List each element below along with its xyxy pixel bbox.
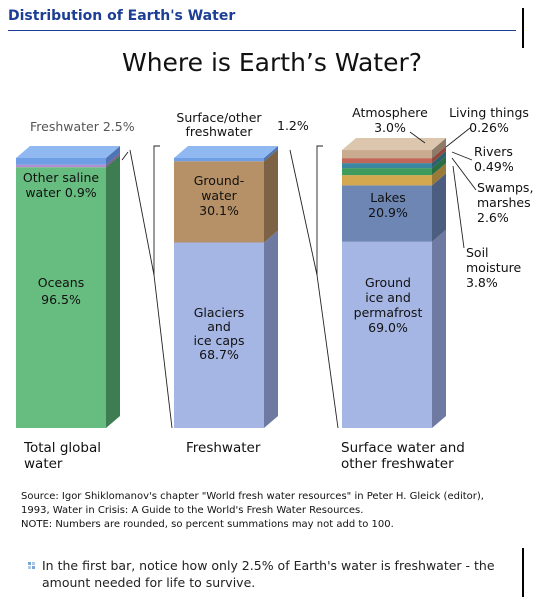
- segment-side-glaciers-and-ice-caps: [264, 230, 278, 428]
- label-surface-other: Surface/other freshwater: [176, 110, 262, 139]
- source-citation: Source: Igor Shiklomanov's chapter "Worl…: [21, 490, 521, 532]
- segment-groundwater: [174, 161, 264, 243]
- label-oceans: Oceans 96.5%: [38, 275, 85, 307]
- label-freshwater-2-5: Freshwater 2.5%: [30, 119, 135, 134]
- bracket-freshwater: [153, 145, 173, 429]
- label-ground-ice: Ground ice and permafrost 69.0%: [354, 275, 423, 335]
- bullet-square-3: [28, 566, 31, 569]
- segment-swamps-marshes: [342, 168, 432, 176]
- right-border-line-top: [522, 8, 524, 48]
- bullet-square-1: [28, 562, 31, 565]
- segment-side-groundwater: [264, 149, 278, 243]
- bar-total-global-water: [16, 146, 120, 428]
- segment-ground-ice-and-permafrost: [342, 241, 432, 428]
- segment-side-surface-other-freshwater: [264, 146, 278, 162]
- header-divider: [8, 30, 516, 31]
- bar-top-surface-other-freshwater: [174, 146, 278, 158]
- category-label-total-global-water: Total global water: [23, 440, 101, 472]
- chart-title: Where is Earth’s Water?: [121, 48, 423, 77]
- bar-surface-water-and-other-freshwater: [342, 138, 446, 428]
- segment-glaciers-and-ice-caps: [174, 242, 264, 428]
- segment-atmosphere: [342, 150, 432, 159]
- label-atmosphere: Atmosphere 3.0%: [352, 105, 428, 135]
- bullet-square-2: [32, 562, 35, 565]
- segment-freshwater: [16, 158, 106, 165]
- note-text: In the first bar, notice how only 2.5% o…: [42, 558, 495, 590]
- label-soil-moisture: Soil moisture 3.8%: [466, 245, 521, 290]
- explanation-note: In the first bar, notice how only 2.5% o…: [28, 557, 518, 591]
- label-glaciers: Glaciers and ice caps 68.7%: [194, 305, 245, 362]
- segment-other-saline-water: [16, 164, 106, 168]
- segment-side-other-saline-water: [106, 152, 120, 168]
- source-note: NOTE: Numbers are rounded, so percent su…: [21, 519, 394, 530]
- label-swamps: Swamps, marshes 2.6%: [477, 180, 533, 225]
- bar-top-atmosphere: [342, 138, 446, 151]
- bars-layer: [16, 138, 446, 428]
- bullet-square-4: [32, 566, 35, 569]
- connector-bar1-to-bar2: [129, 149, 155, 276]
- leader-swamps: [451, 157, 477, 191]
- page-header: Distribution of Earth's Water: [8, 8, 236, 24]
- right-border-line-bottom: [522, 548, 524, 597]
- bullet-icon: [28, 562, 35, 569]
- bar-freshwater: [174, 146, 278, 428]
- leader-living-things: [445, 127, 471, 148]
- label-surface-other-pct: 1.2%: [277, 118, 309, 133]
- segment-side-oceans: [106, 155, 120, 428]
- category-label-freshwater: Freshwater: [186, 440, 261, 456]
- segment-rivers: [342, 163, 432, 169]
- segment-side-living-things: [432, 146, 446, 164]
- segment-living-things: [342, 158, 432, 164]
- segment-side-freshwater: [106, 146, 120, 165]
- segment-soil-moisture: [342, 175, 432, 186]
- source-line-2: 1993, Water in Crisis: A Guide to the Wo…: [21, 505, 364, 516]
- leader-rivers: [451, 151, 473, 161]
- label-other-saline: Other saline water 0.9%: [23, 170, 100, 200]
- category-label-surface-water-and-other-freshwater: Surface water and other freshwater: [341, 440, 465, 472]
- segment-side-soil-moisture: [432, 163, 446, 186]
- segment-side-swamps-marshes: [432, 156, 446, 176]
- leader-soil-moisture: [452, 165, 465, 249]
- segment-side-lakes: [432, 173, 446, 242]
- segment-side-atmosphere: [432, 138, 446, 159]
- guides-layer: [121, 127, 477, 429]
- label-lakes: Lakes 20.9%: [368, 190, 408, 220]
- connector-bar1-top: [121, 151, 129, 161]
- connector-bar2-to-bar3: [289, 149, 318, 276]
- labels-layer: Total global water Freshwater Surface water…: [23, 105, 534, 472]
- label-living-things: Living things 0.26%: [449, 105, 529, 135]
- segment-side-rivers: [432, 151, 446, 169]
- segment-surface-other-freshwater: [174, 158, 264, 162]
- segment-oceans: [16, 167, 106, 428]
- bracket-surface: [316, 145, 339, 429]
- label-rivers: Rivers 0.49%: [474, 144, 514, 174]
- segment-lakes: [342, 185, 432, 242]
- segment-side-ground-ice-and-permafrost: [432, 229, 446, 428]
- source-line-1: Source: Igor Shiklomanov's chapter "Worl…: [21, 491, 484, 502]
- bar-top-freshwater: [16, 146, 120, 158]
- leader-atmosphere: [409, 131, 426, 144]
- label-groundwater: Ground-water 30.1%: [194, 173, 245, 218]
